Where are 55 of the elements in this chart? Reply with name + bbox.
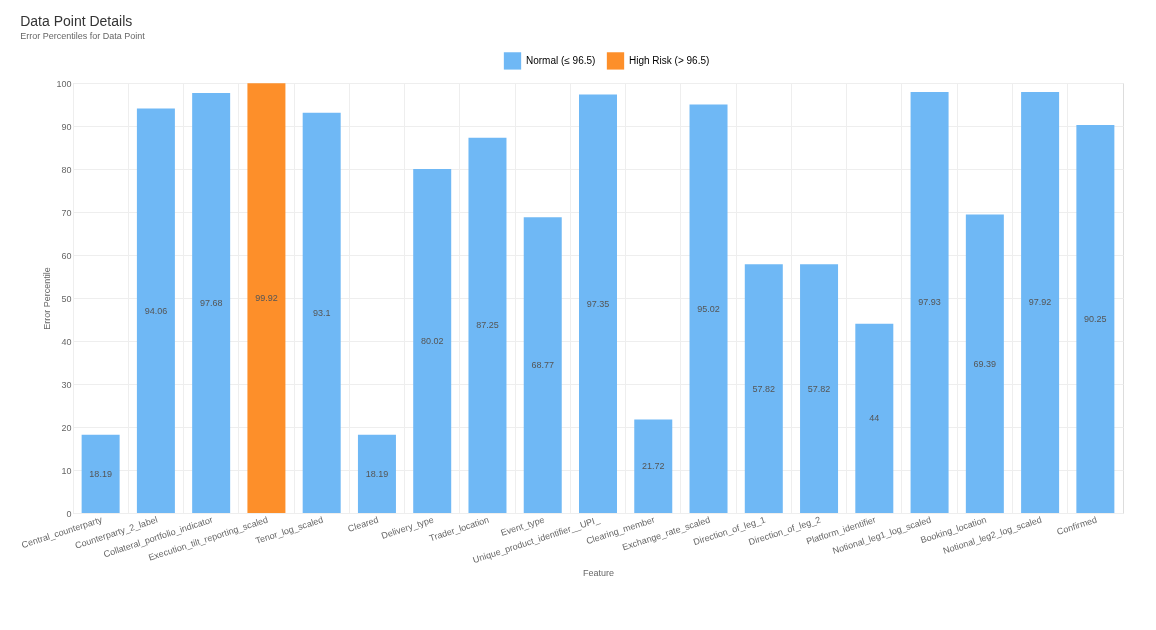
bar <box>468 137 507 513</box>
bar <box>689 104 728 513</box>
bar <box>81 434 120 513</box>
data-label: 94.06 <box>144 305 168 316</box>
y-axis-title: Error Percentile <box>42 267 53 330</box>
bar <box>910 91 949 513</box>
y-tick-label: 80 <box>61 164 72 175</box>
bar <box>855 323 894 513</box>
bar <box>579 94 617 513</box>
data-label: 97.68 <box>199 297 223 308</box>
data-label: 68.77 <box>531 360 554 371</box>
legend-label: High Risk (> 96.5) <box>629 54 710 66</box>
bar <box>634 419 673 513</box>
data-label: 80.02 <box>420 335 444 346</box>
bar <box>247 83 286 513</box>
y-tick-label: 30 <box>61 379 72 390</box>
data-label: 97.35 <box>586 298 610 309</box>
data-label: 97.93 <box>918 297 941 308</box>
y-tick-label: 50 <box>61 293 72 304</box>
bar <box>744 264 783 513</box>
data-label: 99.92 <box>255 293 278 304</box>
y-tick-label: 70 <box>61 207 72 218</box>
bar <box>357 434 396 513</box>
y-tick-label: 90 <box>61 121 72 132</box>
data-label: 21.72 <box>642 461 665 472</box>
bar <box>1021 91 1060 513</box>
bar <box>800 264 839 513</box>
data-label: 87.25 <box>476 320 499 331</box>
y-tick-label: 60 <box>61 250 72 261</box>
data-label: 18.19 <box>89 468 112 479</box>
x-axis-title: Feature <box>582 568 615 579</box>
data-label: 44 <box>869 413 880 424</box>
bar <box>413 168 452 513</box>
y-tick-label: 10 <box>61 465 72 476</box>
bar <box>302 112 341 513</box>
y-tick-label: 20 <box>61 422 72 433</box>
chart-title: Data Point Details <box>20 13 133 29</box>
data-label: 69.39 <box>973 358 997 369</box>
bar <box>523 217 562 513</box>
bar <box>1076 124 1115 513</box>
y-tick-label: 100 <box>56 78 72 89</box>
bar <box>192 92 231 513</box>
chart-subtitle: Error Percentiles for Data Point <box>20 31 146 41</box>
data-label: 93.1 <box>312 307 331 318</box>
y-tick-label: 40 <box>61 336 72 347</box>
data-label: 18.19 <box>365 468 389 479</box>
data-label: 57.82 <box>807 383 831 394</box>
data-label: 90.25 <box>1084 313 1107 324</box>
data-label: 57.82 <box>752 383 776 394</box>
bar <box>136 108 175 513</box>
legend-label: Normal (≤ 96.5) <box>526 54 596 66</box>
y-tick-label: 0 <box>66 508 72 519</box>
data-label: 97.92 <box>1028 297 1052 308</box>
data-label: 95.02 <box>697 303 720 314</box>
bar <box>965 214 1004 513</box>
